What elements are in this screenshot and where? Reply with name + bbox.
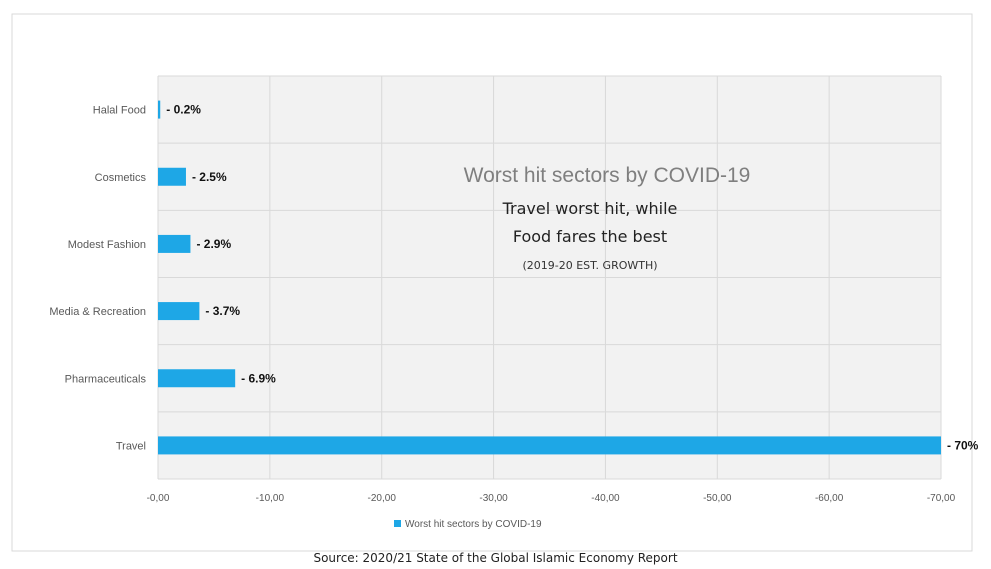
annotation-line-1: Travel worst hit, while — [502, 199, 678, 218]
x-tick-label: -0,00 — [147, 493, 170, 504]
data-label: - 3.7% — [205, 304, 240, 318]
category-label: Pharmaceuticals — [65, 373, 147, 385]
x-tick-label: -20,00 — [368, 493, 397, 504]
bar — [158, 302, 200, 321]
category-label: Cosmetics — [95, 172, 147, 184]
annotation-line-3: (2019-20 EST. GROWTH) — [522, 259, 657, 272]
category-label: Modest Fashion — [68, 239, 146, 251]
x-tick-label: -40,00 — [591, 493, 620, 504]
x-tick-label: -50,00 — [703, 493, 732, 504]
annotation-title: Worst hit sectors by COVID-19 — [464, 164, 751, 187]
category-label: Halal Food — [93, 105, 146, 117]
category-label: Media & Recreation — [49, 306, 146, 318]
bar — [158, 234, 191, 253]
category-labels: Halal Food Cosmetics Modest Fashion Media &… — [49, 105, 146, 453]
legend-label: Worst hit sectors by COVID-19 — [405, 519, 542, 530]
data-label: - 70% — [947, 438, 979, 452]
data-label: - 6.9% — [241, 371, 276, 385]
x-tick-label: -60,00 — [815, 493, 844, 504]
source-caption: Source: 2020/21 State of the Global Isla… — [313, 551, 678, 565]
gridlines — [157, 75, 942, 480]
data-label: - 2.5% — [192, 170, 227, 184]
x-tick-label: -30,00 — [479, 493, 508, 504]
data-label: - 2.9% — [196, 237, 231, 251]
x-tick-label: -10,00 — [256, 493, 285, 504]
legend-swatch — [394, 520, 401, 527]
x-tick-label: -70,00 — [927, 493, 956, 504]
x-axis-ticks: -0,00 -10,00 -20,00 -30,00 -40,00 -50,00 -60,0… — [147, 493, 956, 504]
annotation-line-2: Food fares the best — [513, 227, 667, 246]
legend: Worst hit sectors by COVID-19 — [394, 519, 542, 530]
bar — [158, 369, 236, 388]
bars — [158, 100, 941, 455]
data-label: - 0.2% — [166, 103, 201, 117]
bar — [158, 167, 186, 186]
bar — [158, 436, 941, 455]
category-label: Travel — [116, 440, 146, 452]
bar — [158, 100, 161, 119]
data-labels: - 0.2% - 2.5% - 2.9% - 3.7% - 6.9% - 70% — [166, 103, 978, 453]
